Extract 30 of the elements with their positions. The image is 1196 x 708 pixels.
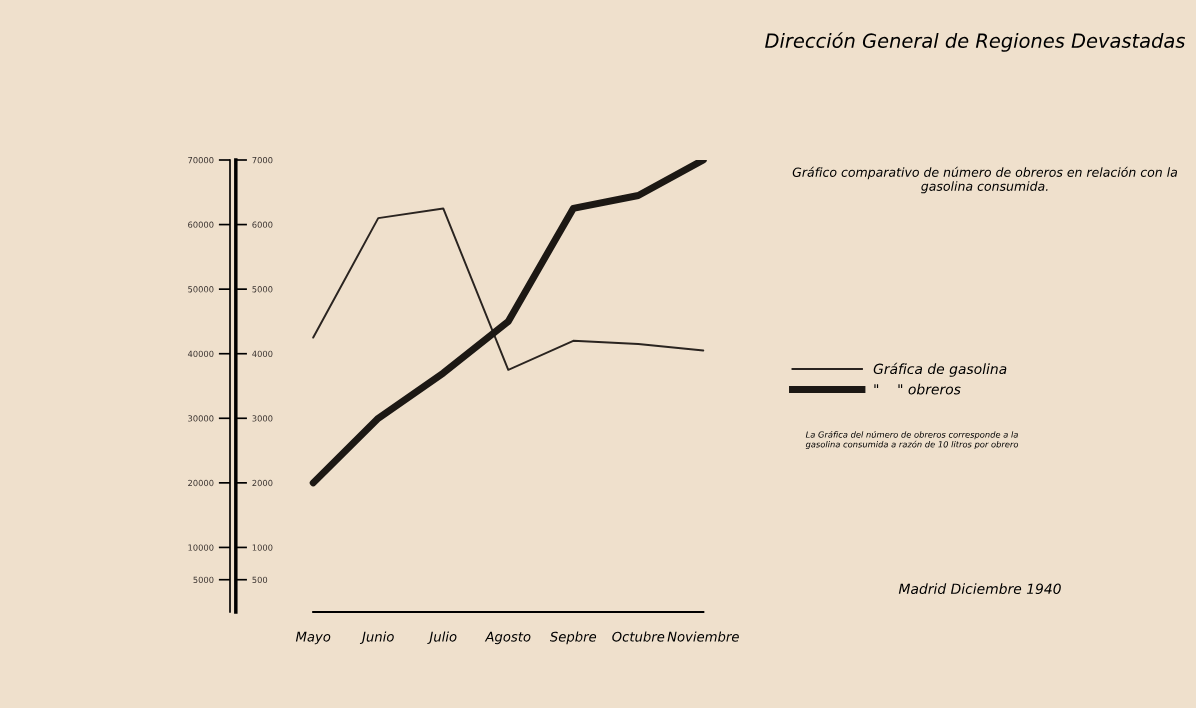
line-series — [312, 207, 705, 371]
y-tick-label: 30000 — [188, 415, 214, 422]
text: Madrid Diciembre 1940 — [898, 583, 1061, 595]
y2-tick-label: 5000 — [252, 286, 273, 293]
y2-tick-label: 1000 — [252, 544, 273, 551]
y-tick-label: 70000 — [188, 156, 214, 164]
y2-tick-label: 4000 — [252, 350, 273, 357]
text: Dirección General de Regiones Devastadas — [765, 32, 1186, 52]
y2-tick-label: 500 — [252, 576, 268, 583]
y-tick-label: 40000 — [187, 350, 214, 357]
text: La Gráfica del número de obreros corresponde a la gasolina consumida a razón de 10 litros por obrero — [805, 430, 1019, 450]
x-tick-label: Agosto — [484, 631, 531, 645]
x-tick-label: Noviembre — [667, 631, 739, 642]
x-tick-label: Mayo — [295, 631, 331, 645]
y2-tick-label: 6000 — [252, 221, 273, 228]
y2-tick-label: 2000 — [252, 479, 273, 487]
x-tick-label: Octubre — [612, 631, 665, 642]
y-tick-label: 10000 — [188, 544, 214, 551]
legend-label: Gráfica de gasolina — [873, 362, 1007, 377]
x-tick-label: Julio — [427, 631, 457, 645]
y2-tick-label: 3000 — [252, 415, 273, 422]
y2-tick-label: 7000 — [252, 156, 273, 164]
legend-label: " " obreros — [874, 383, 961, 395]
text: Gráfico comparativo de número de obreros en relación con la gasolina consumida. — [792, 166, 1178, 194]
y-tick-label: 5000 — [193, 576, 214, 583]
y-tick-label: 60000 — [188, 221, 214, 228]
y-tick-label: 20000 — [188, 479, 214, 487]
y-tick-label: 50000 — [188, 286, 214, 293]
x-tick-label: Sepbre — [549, 631, 597, 645]
x-tick-label: Junio — [359, 631, 394, 645]
